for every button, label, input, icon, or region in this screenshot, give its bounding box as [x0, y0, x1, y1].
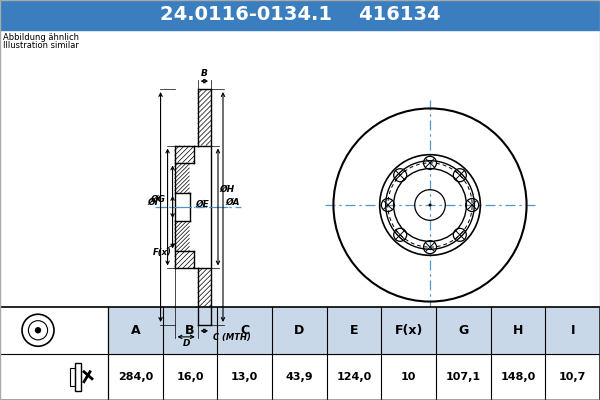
- Text: E: E: [350, 324, 358, 337]
- Text: ØI: ØI: [148, 198, 158, 206]
- Text: B: B: [201, 69, 208, 78]
- Text: 284,0: 284,0: [118, 372, 153, 382]
- Bar: [70, 368, 75, 386]
- Text: 16,0: 16,0: [176, 372, 204, 382]
- Text: 124,0: 124,0: [337, 372, 371, 382]
- Bar: [0, 307, 600, 400]
- Text: 10,7: 10,7: [559, 372, 586, 382]
- Bar: [75, 363, 81, 391]
- Bar: [108, 307, 600, 354]
- Text: Abbildung ähnlich: Abbildung ähnlich: [3, 33, 79, 42]
- Text: A: A: [131, 324, 140, 337]
- Text: 43,9: 43,9: [286, 372, 313, 382]
- Text: ØE: ØE: [195, 200, 209, 208]
- Text: 148,0: 148,0: [500, 372, 536, 382]
- Text: I: I: [571, 324, 575, 337]
- Text: 10: 10: [401, 372, 416, 382]
- Text: H: H: [513, 324, 523, 337]
- Circle shape: [35, 327, 41, 334]
- Text: ØH: ØH: [219, 184, 234, 194]
- Text: C (MTH): C (MTH): [213, 333, 251, 342]
- Text: B: B: [185, 324, 195, 337]
- Text: D: D: [294, 324, 304, 337]
- Bar: [0, 30, 600, 307]
- Text: ØA: ØA: [225, 198, 239, 206]
- Text: G: G: [458, 324, 469, 337]
- Text: F(x): F(x): [152, 248, 172, 256]
- Circle shape: [428, 204, 431, 206]
- Text: 107,1: 107,1: [446, 372, 481, 382]
- Bar: [0, 0, 600, 30]
- Text: Illustration similar: Illustration similar: [3, 41, 79, 50]
- Text: F(x): F(x): [394, 324, 423, 337]
- Text: C: C: [240, 324, 249, 337]
- Text: 13,0: 13,0: [231, 372, 258, 382]
- Text: ØG: ØG: [151, 194, 166, 204]
- Text: 24.0116-0134.1    416134: 24.0116-0134.1 416134: [160, 6, 440, 24]
- Text: D: D: [182, 339, 190, 348]
